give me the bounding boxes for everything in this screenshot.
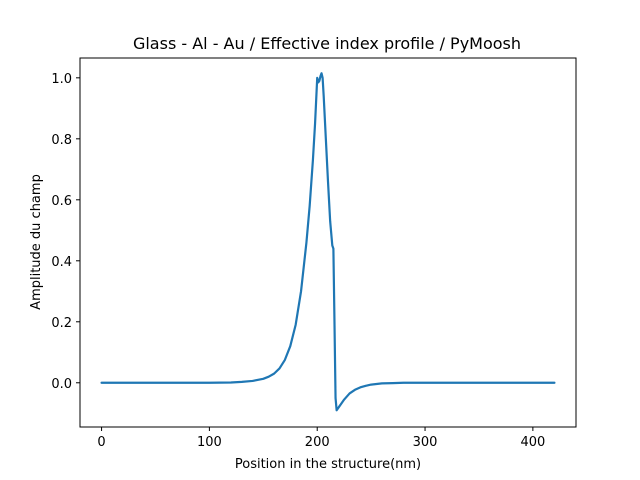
x-axis-label: Position in the structure(nm) [235,457,421,472]
field-amplitude-line [100,72,556,412]
y-tick-label: 1.0 [51,72,72,87]
x-tick-label: 400 [520,435,545,450]
x-tick-label: 300 [413,435,438,450]
y-tick-label: 0.6 [51,194,72,209]
x-tick-label: 0 [97,435,105,450]
chart-title: Glass - Al - Au / Effective index profil… [133,34,521,53]
y-tick-label: 0.0 [51,377,72,392]
y-tick-label: 0.8 [51,133,72,148]
y-axis-label: Amplitude du champ [29,174,44,310]
y-tick-label: 0.2 [51,316,72,331]
y-tick-label: 0.4 [51,255,72,270]
x-tick-label: 100 [197,435,222,450]
plot-frame [79,57,577,428]
x-tick-label: 200 [305,435,330,450]
